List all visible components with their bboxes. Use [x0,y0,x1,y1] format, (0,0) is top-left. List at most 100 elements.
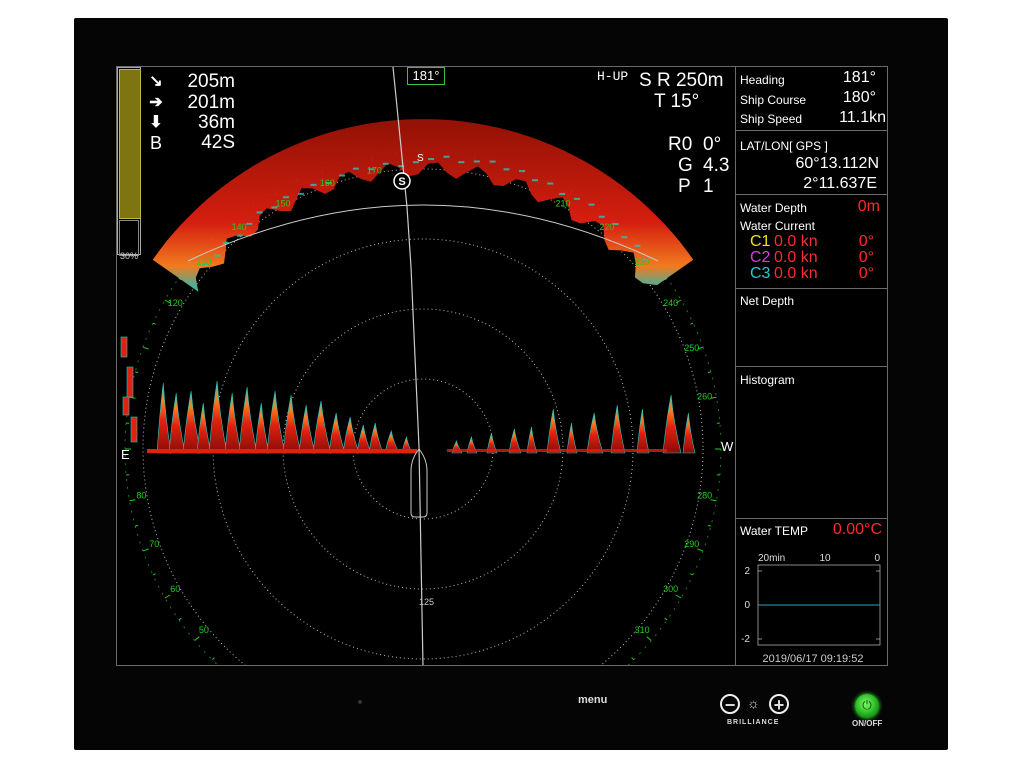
info-panel: Heading 181° Ship Course 180° Ship Speed… [735,67,887,665]
water-current-label: Water Current [740,219,815,233]
up-mode-label[interactable]: H-UP [597,69,629,84]
bearing-tick-label: 80 [136,491,146,501]
scale-tick [664,617,668,621]
scale-tick [707,371,711,374]
scale-tick [675,299,682,304]
heading-label: Heading [740,73,785,87]
midwater-echo [266,390,286,454]
ship-course-label: Ship Course [740,93,807,107]
midwater-echo [208,380,228,454]
horizontal-distance-row: ➔ 201m [147,92,237,114]
range-label[interactable]: S R 250m [639,70,724,91]
right-arrow-icon: ➔ [149,94,163,111]
bearing-tick-label: 130 [196,257,211,267]
echo-speckle [559,192,566,195]
bearing-tick-label: 230 [635,257,650,267]
echo-speckle [352,167,359,170]
echo-speckle [298,192,305,195]
water-temp-label: Water TEMP [740,524,809,538]
water-temp-value: 0.00°C [832,521,882,538]
echo-speckle [368,168,375,171]
echo-speckle [634,244,641,247]
power-button[interactable]: ⏻ [855,694,879,718]
histogram-section: Histogram [736,367,887,519]
c3-direction: 0° [858,265,874,282]
echo-speckle [573,197,580,200]
edge-echo [130,416,138,443]
echo-baseline [147,449,417,453]
echo-speckle [532,179,539,182]
brilliance-minus-button[interactable]: − [720,694,740,715]
midwater-echo [224,392,242,454]
bearing-value: 42S [201,132,235,153]
navigation-section: Heading 181° Ship Course 180° Ship Speed… [736,67,887,131]
gain-fill [119,69,141,219]
echo-speckle [641,258,648,261]
echo-speckle [398,165,405,168]
scale-tick [152,573,156,576]
echo-speckle [325,182,332,185]
tilt-label[interactable]: T 15° [654,91,700,112]
echo-speckle [222,241,229,244]
menu-button[interactable]: menu [578,694,608,706]
sonar-display[interactable]: 50 60 70 80 120 130 140 150 160 170 210 220 230 240 25… [117,67,735,666]
c1-direction: 0° [858,233,874,250]
ship-symbol [410,448,428,518]
echo-speckle [428,158,435,161]
echo-speckle [598,215,605,218]
edge-echo [126,366,134,398]
c2-direction: 0° [858,249,874,266]
sun-icon: ☼ [747,695,760,711]
sonar-screen: 50 60 70 80 120 130 140 150 160 170 210 220 230 240 25… [116,66,888,666]
power-icon: ⏻ [862,698,872,712]
p-value: 1 [703,176,714,197]
c3-speed: 0.0 kn [774,265,818,282]
bearing-tick-label: 150 [275,199,290,209]
echo-speckle [412,161,419,164]
echo-speckle [503,168,510,171]
echo-baseline-right [447,449,667,452]
echo-speckle [339,174,346,177]
midwater-echo [238,386,258,454]
echo-speckle [282,196,289,199]
echo-speckle [256,211,263,214]
echo-speckle [246,222,253,225]
bearing-row: B 42S [147,132,237,154]
target-distance-row: ↘ 205m [147,71,237,93]
brilliance-plus-button[interactable]: + [769,694,789,715]
midwater-echo [254,402,270,454]
bearing-tick-label: 290 [684,539,699,549]
gain-empty [119,220,139,256]
net-depth-label: Net Depth [740,294,795,308]
midwater-echo [526,426,538,454]
chart-y-label: 0 [744,600,750,611]
scale-tick [135,371,139,374]
indicator-dot [358,700,362,704]
net-depth-section: Net Depth [736,289,887,367]
bearing-tick-label: 170 [367,165,382,175]
bearing-tick-label: 60 [170,584,180,594]
heading-value: 181° [842,69,876,86]
scale-tick [710,396,717,399]
heading-marker: 181° [407,67,445,85]
midwater-echo [682,412,696,454]
echo-speckle [443,155,450,158]
r-label: R0 [668,134,693,155]
east-label: E [121,447,130,462]
midwater-echo [282,394,302,454]
scale-tick [675,594,682,599]
midwater-echo [368,422,384,454]
longitude-value: 2°11.637E [803,175,877,192]
midwater-echo [508,428,522,454]
position-section: LAT/LON[ GPS ] 60°13.112N 2°11.637E [736,131,887,195]
midwater-echo [662,394,682,454]
scale-tick [129,499,136,502]
scale-tick [697,548,704,552]
gain-bar[interactable]: 30% [117,67,141,261]
range-ring-4 [142,168,704,665]
latlon-label: LAT/LON[ GPS ] [740,139,828,153]
ship-course-value: 180° [842,89,876,106]
depth-value: 36m [198,112,235,133]
gain-percent-label: 30% [120,251,139,261]
midwater-echo [356,424,372,454]
